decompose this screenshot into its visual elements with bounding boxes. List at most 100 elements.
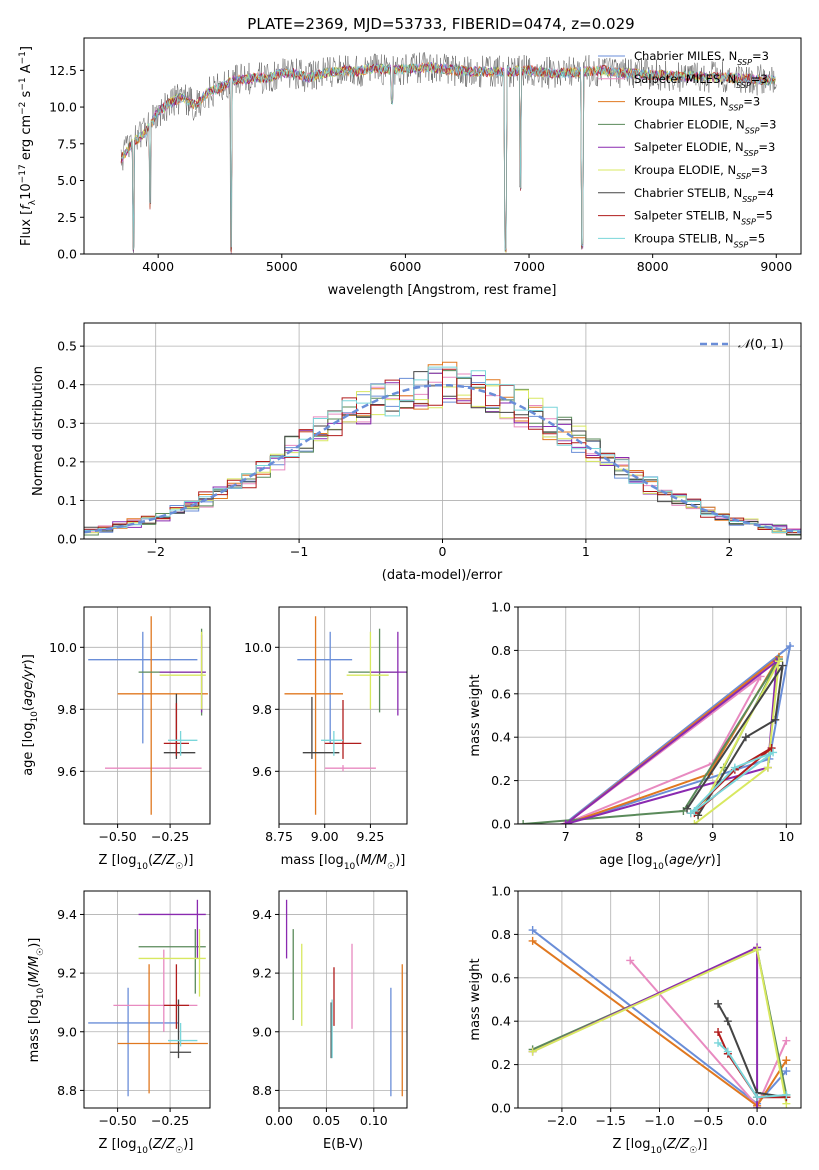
weight-vs-Z-series-6 — [717, 1003, 787, 1099]
weight-vs-Z-xtick-label-3: −0.5 — [693, 1113, 723, 1128]
spectrum-ytick-label-0: 0.0 — [57, 247, 77, 262]
residuals-ytick-label-1: 0.1 — [57, 493, 77, 508]
weight-vs-Z-ylabel: mass weight — [468, 958, 483, 1040]
weight-vs-age-marker-4-3 — [561, 820, 570, 824]
spectrum-legend: Chabrier MILES, NSSP=3 Salpeter MILES, NS… — [598, 49, 776, 249]
panels: 4000 5000 6000 7000 8000 90000.02.55.07.510.0… — [18, 37, 802, 1156]
weight-vs-age-ytick-label-1: 0.2 — [491, 773, 511, 788]
weight-vs-age-marker-5-0 — [690, 820, 699, 824]
spectrum-series-5 — [121, 61, 776, 253]
spectrum-xtick-label-4: 8000 — [637, 259, 669, 274]
age-vs-Z-xtick-label-1: −0.25 — [151, 829, 189, 844]
mass-vs-Z-xtick-label-0: −0.50 — [98, 1113, 136, 1128]
mass-vs-Z-plot-area — [88, 899, 208, 1097]
weight-vs-age-xlabel: age [log10(age/yr)] — [599, 853, 721, 872]
weight-vs-Z-xtick-label-4: 0.0 — [747, 1113, 767, 1128]
spectrum-legend-label-0: Chabrier MILES, NSSP=3 — [634, 49, 769, 67]
weight-vs-Z-xtick-label-1: −1.5 — [596, 1113, 626, 1128]
spectrum-ytick-label-1: 2.5 — [57, 210, 77, 225]
weight-vs-age-series-5 — [693, 660, 780, 824]
age-vs-Z-ylabel: age [log10(age/yr)] — [21, 654, 40, 776]
mass-vs-Z-panel: −0.50 −0.25 8.8 9.0 9.2 9.4 Z [log10(Z/Z☉)] mas… — [27, 890, 211, 1156]
weight-vs-age-marker-6-2 — [771, 715, 780, 724]
age-vs-Z-xlabel: Z [log10(Z/Z☉)] — [99, 853, 194, 872]
spectrum-legend-label-8: Kroupa STELIB, NSSP=5 — [634, 231, 765, 249]
residuals-ylabel: Normed distribution — [31, 366, 46, 496]
spectrum-series-8 — [120, 62, 776, 251]
weight-vs-Z-marker-2-2 — [782, 1056, 791, 1065]
weight-vs-Z-ytick-label-4: 0.8 — [491, 927, 511, 942]
weight-vs-age-ytick-label-5: 1.0 — [491, 600, 511, 615]
mass-vs-EBV-ytick-label-0: 8.8 — [252, 1083, 272, 1098]
residuals-ytick-label-5: 0.5 — [57, 339, 77, 354]
mass-vs-Z-xtick-label-1: −0.25 — [151, 1113, 189, 1128]
weight-vs-age-marker-5-2 — [774, 657, 783, 666]
weight-vs-Z-series-4 — [532, 945, 759, 1108]
mass-vs-Z-frame — [83, 890, 211, 1109]
residuals-xtick-label-2: 0 — [439, 544, 447, 559]
age-vs-Z-ytick-label-0: 9.6 — [57, 764, 77, 779]
spectrum-ytick-label-5: 12.5 — [49, 63, 77, 78]
age-vs-Z-xtick-label-0: −0.50 — [98, 829, 136, 844]
mass-vs-EBV-xtick-label-2: 0.10 — [360, 1113, 388, 1128]
weight-vs-age-marker-7-2 — [767, 744, 776, 753]
weight-vs-Z-xlabel: Z [log10(Z/Z☉)] — [613, 1137, 708, 1156]
age-vs-Z-frame — [83, 606, 211, 825]
weight-vs-age-marker-6-3 — [778, 661, 787, 670]
weight-vs-Z-marker-0-0 — [528, 926, 537, 935]
weight-vs-Z-marker-0-2 — [782, 1067, 791, 1076]
weight-vs-Z-marker-8-2 — [753, 1093, 762, 1102]
spectrum-xtick-label-1: 5000 — [266, 259, 298, 274]
weight-vs-age-ytick-label-4: 0.8 — [491, 643, 511, 658]
weight-vs-Z-marker-6-0 — [714, 999, 723, 1008]
spectrum-plot-area — [120, 52, 777, 254]
weight-vs-age-marker-6-4 — [683, 804, 692, 813]
weight-vs-age-series-4 — [565, 659, 778, 824]
weight-vs-age-ytick-label-3: 0.6 — [491, 686, 511, 701]
age-vs-Z-plot-area — [88, 616, 208, 815]
age-vs-mass-xlabel: mass [log10(M/M☉)] — [281, 853, 406, 872]
residuals-plot-area — [84, 361, 801, 536]
weight-vs-age-xtick-label-2: 9 — [709, 829, 717, 844]
weight-vs-Z-ytick-label-1: 0.2 — [491, 1057, 511, 1072]
weight-vs-Z-marker-8-0 — [714, 1038, 723, 1047]
weight-vs-Z-series-8 — [717, 1042, 787, 1099]
weight-vs-age-series-0 — [563, 643, 792, 824]
weight-vs-age-marker-8-3 — [690, 806, 699, 815]
mass-vs-EBV-ytick-label-2: 9.2 — [252, 966, 272, 981]
spectrum-xtick-label-3: 7000 — [513, 259, 545, 274]
weight-vs-age-marker-0-2 — [785, 642, 794, 651]
weight-vs-Z-ytick-label-0: 0.0 — [491, 1101, 511, 1116]
weight-vs-age-ytick-label-0: 0.0 — [491, 817, 511, 832]
weight-vs-age-marker-5-1 — [763, 763, 772, 772]
spectrum-legend-label-3: Chabrier ELODIE, NSSP=3 — [634, 117, 776, 135]
weight-vs-Z-marker-6-1 — [723, 1017, 732, 1026]
weight-vs-age-xtick-label-1: 8 — [635, 829, 643, 844]
weight-vs-age-marker-6-1 — [741, 733, 750, 742]
age-vs-mass-xtick-label-2: 9.25 — [357, 829, 385, 844]
spectrum-legend-label-7: Salpeter STELIB, NSSP=5 — [634, 209, 773, 227]
weight-vs-age-series-8 — [689, 751, 774, 814]
spectrum-legend-label-5: Kroupa ELODIE, NSSP=3 — [634, 163, 768, 181]
figure-title: PLATE=2369, MJD=53733, FIBERID=0474, z=0… — [247, 15, 634, 33]
weight-vs-Z-ytick-label-3: 0.6 — [491, 970, 511, 985]
residuals-ytick-label-3: 0.3 — [57, 416, 77, 431]
residuals-xtick-label-3: 1 — [582, 544, 590, 559]
weight-vs-Z-panel: −2.0 −1.5 −1.0 −0.5 0.0 0.0 0.2 0.4 0.6 0.8 1.0 Z [… — [468, 884, 802, 1156]
residuals-xtick-label-4: 2 — [725, 544, 733, 559]
weight-vs-age-frame — [517, 606, 802, 825]
weight-vs-age-series-1 — [563, 675, 762, 824]
weight-vs-Z-xtick-label-0: −2.0 — [547, 1113, 577, 1128]
mass-vs-Z-ytick-label-0: 8.8 — [57, 1083, 77, 1098]
weight-vs-Z-plot-area — [528, 926, 791, 1108]
mass-vs-Z-ylabel: mass [log10(M/M☉)] — [27, 938, 46, 1063]
spectrum-xtick-label-0: 4000 — [142, 259, 174, 274]
weight-vs-age-plot-area — [519, 642, 794, 824]
age-vs-mass-plot-area — [284, 616, 407, 815]
age-vs-Z-panel: −0.50 −0.25 9.6 9.8 10.0 Z [log10(Z/Z☉)] age [… — [21, 606, 211, 872]
weight-vs-age-xtick-label-3: 10 — [778, 829, 794, 844]
spectrum-frame — [83, 37, 802, 255]
residuals-normal-curve — [84, 383, 801, 534]
mass-vs-EBV-xlabel: E(B-V) — [323, 1137, 363, 1152]
